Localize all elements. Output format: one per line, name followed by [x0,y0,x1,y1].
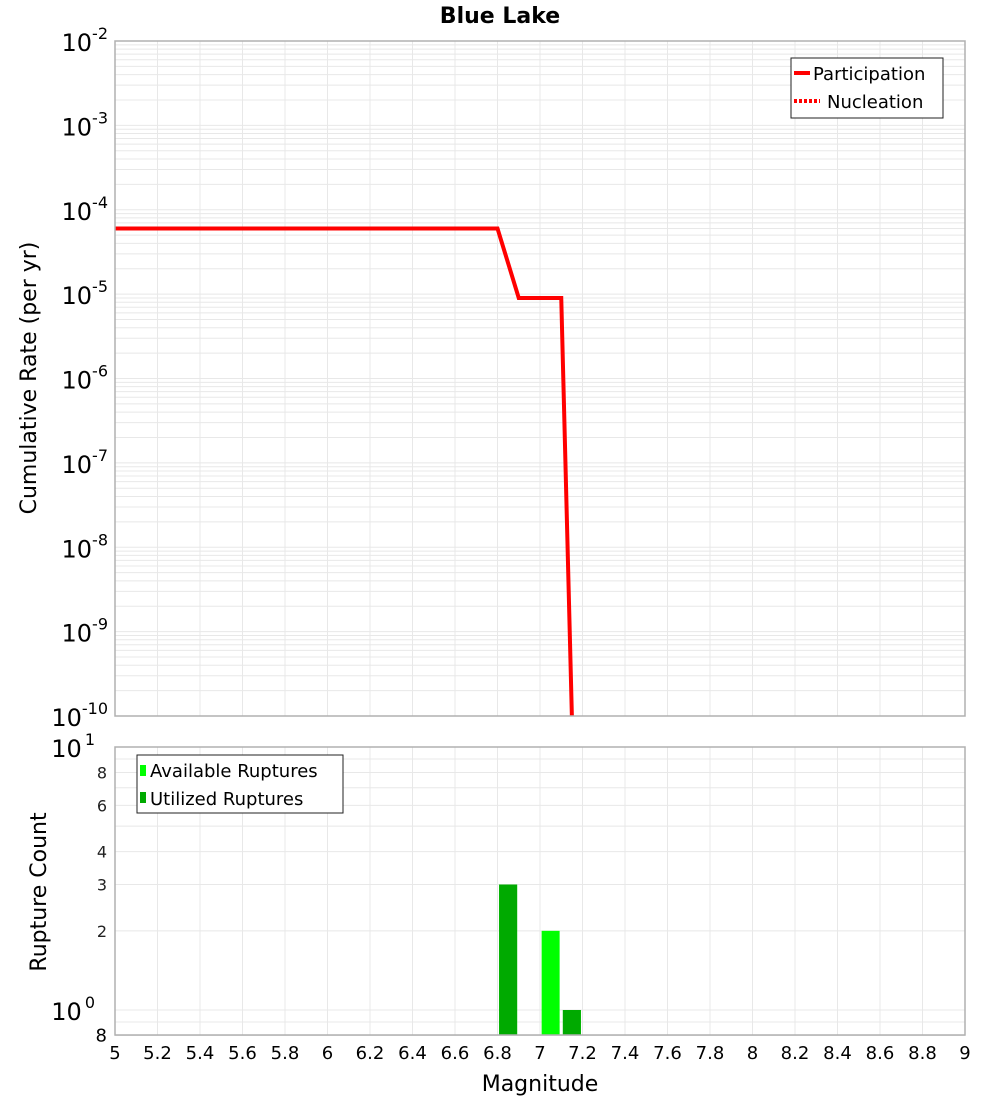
y-tick-label: 10-8 [62,530,109,563]
x-tick-label: 6.6 [441,1043,470,1064]
legend-participation: Participation [813,64,925,85]
x-tick-label: 7.2 [568,1043,597,1064]
utilized-legend-swatch [140,792,146,803]
x-tick-label: 6 [322,1043,333,1064]
y-tick-label: 10 0 [51,993,95,1026]
bottom-y-axis-label: Rupture Count [27,812,52,972]
y-tick-label: 10-4 [62,193,109,226]
x-tick-label: 7.4 [611,1043,640,1064]
y-tick-label: 10-2 [62,24,109,57]
x-tick-label: 8.6 [866,1043,895,1064]
bottom-legend: Available Ruptures Utilized Ruptures [136,754,344,814]
top-legend: Participation Nucleation [790,57,944,119]
x-tick-label: 5.6 [228,1043,257,1064]
y-tick-label: 10-6 [62,362,109,395]
available-legend-swatch [140,765,146,776]
x-tick-label: 6.8 [483,1043,512,1064]
x-tick-label: 5.2 [143,1043,172,1064]
x-tick-label: 7.8 [696,1043,725,1064]
bottom-plot-frame [114,746,966,1036]
x-tick-label: 7 [534,1043,545,1064]
x-tick-label: 8 [747,1043,758,1064]
chart-title: Blue Lake [440,4,560,29]
x-tick-label: 8.8 [908,1043,937,1064]
x-tick-label: 5 [109,1043,120,1064]
y-tick-label: 10-10 [51,699,108,732]
y-tick-label: 8 [96,1025,107,1046]
y-tick-label: 10-9 [62,615,109,648]
participation-line [115,226,574,717]
y-tick-label: 3 [97,876,107,895]
x-tick-label: 6.2 [356,1043,385,1064]
legend-nucleation: Nucleation [827,92,923,113]
y-tick-label: 10-7 [62,446,109,479]
x-tick-label: 8.4 [823,1043,852,1064]
x-tick-label: 6.4 [398,1043,427,1064]
legend-utilized: Utilized Ruptures [150,789,303,810]
top-plot: 10-2 10-3 10-4 10-5 10-6 10-7 10-8 10-9 10-10 Cu… [17,24,966,732]
available-bar [541,930,560,1035]
x-tick-label: 8.2 [781,1043,810,1064]
bottom-bars [499,884,581,1035]
utilized-bar [499,884,518,1035]
top-y-axis-ticks: 10-2 10-3 10-4 10-5 10-6 10-7 10-8 10-9 10-10 [51,24,108,732]
y-tick-label: 8 [97,763,107,782]
x-axis-ticks: 5 5.2 5.4 5.6 5.8 6 6.2 6.4 6.6 6.8 7 7.2 7.4 7.6 7.8 8… [109,1043,970,1064]
utilized-bar [562,1010,581,1035]
y-tick-label: 10-3 [62,108,109,141]
x-axis-label: Magnitude [482,1072,599,1097]
top-series [115,226,574,717]
x-tick-label: 5.4 [186,1043,215,1064]
y-tick-label: 6 [97,796,107,815]
top-plot-frame [114,40,966,717]
top-legend-box [790,57,944,119]
y-tick-label: 10 1 [51,730,95,763]
y-tick-label: 10-5 [62,277,109,310]
bottom-legend-box [136,754,344,814]
top-grid [114,41,966,717]
x-tick-label: 5.8 [271,1043,300,1064]
x-tick-label: 7.6 [653,1043,682,1064]
y-tick-label: 2 [97,922,107,941]
y-tick-label: 4 [97,843,107,862]
x-tick-label: 9 [959,1043,970,1064]
top-y-axis-label: Cumulative Rate (per yr) [17,242,42,515]
legend-available: Available Ruptures [150,761,318,782]
